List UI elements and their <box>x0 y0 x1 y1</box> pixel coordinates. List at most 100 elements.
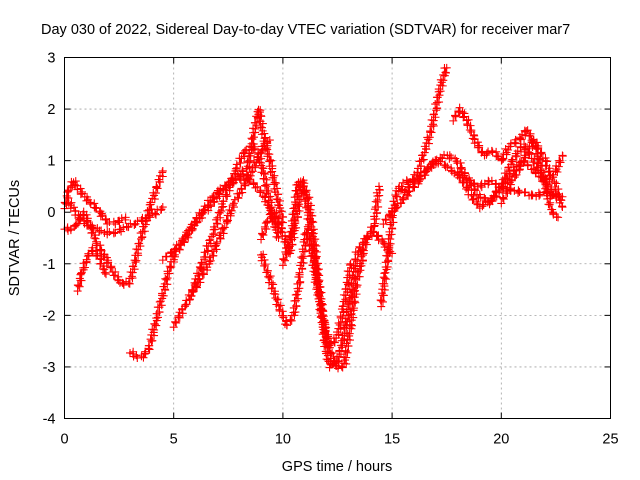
data-point <box>534 155 543 164</box>
data-point <box>148 325 157 334</box>
data-point <box>232 160 241 169</box>
x-axis-label: GPS time / hours <box>282 459 392 475</box>
data-point <box>475 143 484 152</box>
y-tick-label: 1 <box>47 154 55 170</box>
data-point <box>228 176 237 185</box>
data-point <box>342 278 351 287</box>
data-point <box>244 174 253 183</box>
data-point <box>140 227 149 236</box>
data-point <box>339 308 348 317</box>
data-point <box>262 182 271 191</box>
data-point <box>146 198 155 207</box>
data-point <box>346 261 355 270</box>
data-point <box>106 263 115 272</box>
data-point <box>438 81 447 90</box>
data-point <box>208 193 217 202</box>
data-point <box>389 218 398 227</box>
data-point <box>128 262 137 271</box>
data-point <box>403 177 412 186</box>
data-point <box>320 326 329 335</box>
data-point <box>240 180 249 189</box>
data-point <box>205 236 214 245</box>
data-point <box>227 174 236 183</box>
data-point <box>415 172 424 181</box>
data-point <box>424 139 433 148</box>
chart-title: Day 030 of 2022, Sidereal Day-to-day VTE… <box>41 22 570 38</box>
data-point <box>250 144 259 153</box>
data-point <box>277 223 286 232</box>
data-point <box>348 304 357 313</box>
data-point <box>350 287 359 296</box>
data-point <box>206 235 215 244</box>
data-point <box>261 219 270 228</box>
data-point <box>269 280 278 289</box>
data-point <box>341 285 350 294</box>
data-point <box>85 198 94 207</box>
data-point <box>372 209 381 218</box>
data-point <box>281 247 290 256</box>
data-point <box>473 143 482 152</box>
data-point <box>96 212 105 221</box>
data-point <box>318 314 327 323</box>
data-point <box>170 246 179 255</box>
y-tick-label: 0 <box>47 205 55 221</box>
x-tick-labels: 0 5 10 15 20 25 <box>60 432 618 448</box>
data-point <box>437 154 446 163</box>
data-point <box>328 348 337 357</box>
data-point <box>522 127 531 136</box>
data-point <box>260 181 269 190</box>
data-point <box>362 234 371 243</box>
data-point <box>496 183 505 192</box>
data-point <box>88 247 97 256</box>
data-point <box>452 157 461 166</box>
data-point <box>82 255 91 264</box>
data-point <box>525 131 534 140</box>
data-point <box>109 217 118 226</box>
data-point <box>322 332 331 341</box>
data-point <box>537 168 546 177</box>
data-point <box>555 156 564 165</box>
data-point <box>237 185 246 194</box>
data-point <box>234 194 243 203</box>
data-point <box>498 179 507 188</box>
data-point <box>488 148 497 157</box>
data-point <box>342 339 351 348</box>
data-point <box>404 191 413 200</box>
data-point <box>409 182 418 191</box>
data-point <box>298 265 307 274</box>
data-point <box>524 150 533 159</box>
data-point <box>245 175 254 184</box>
data-point <box>143 206 152 215</box>
data-point <box>100 268 109 277</box>
data-point <box>139 353 148 362</box>
data-point <box>204 200 213 209</box>
data-point <box>66 204 75 213</box>
data-point <box>266 168 275 177</box>
data-point <box>72 220 81 229</box>
data-point <box>338 302 347 311</box>
x-tick-label: 20 <box>493 432 509 448</box>
x-tick-label: 5 <box>170 432 178 448</box>
data-point <box>144 341 153 350</box>
data-point <box>310 252 319 261</box>
data-point <box>258 163 267 172</box>
data-point <box>236 158 245 167</box>
data-point <box>498 193 507 202</box>
data-point <box>472 199 481 208</box>
data-point <box>95 227 104 236</box>
data-point <box>132 245 141 254</box>
data-point <box>410 177 419 186</box>
data-point <box>274 234 283 242</box>
data-point <box>280 320 289 329</box>
data-point <box>84 249 93 258</box>
data-point <box>486 197 495 206</box>
data-point <box>311 253 320 262</box>
data-point <box>558 203 567 212</box>
data-point <box>126 268 135 277</box>
data-point <box>231 164 240 173</box>
data-point <box>296 277 305 286</box>
data-point <box>386 211 395 220</box>
data-point <box>534 143 543 152</box>
data-point <box>431 156 440 165</box>
